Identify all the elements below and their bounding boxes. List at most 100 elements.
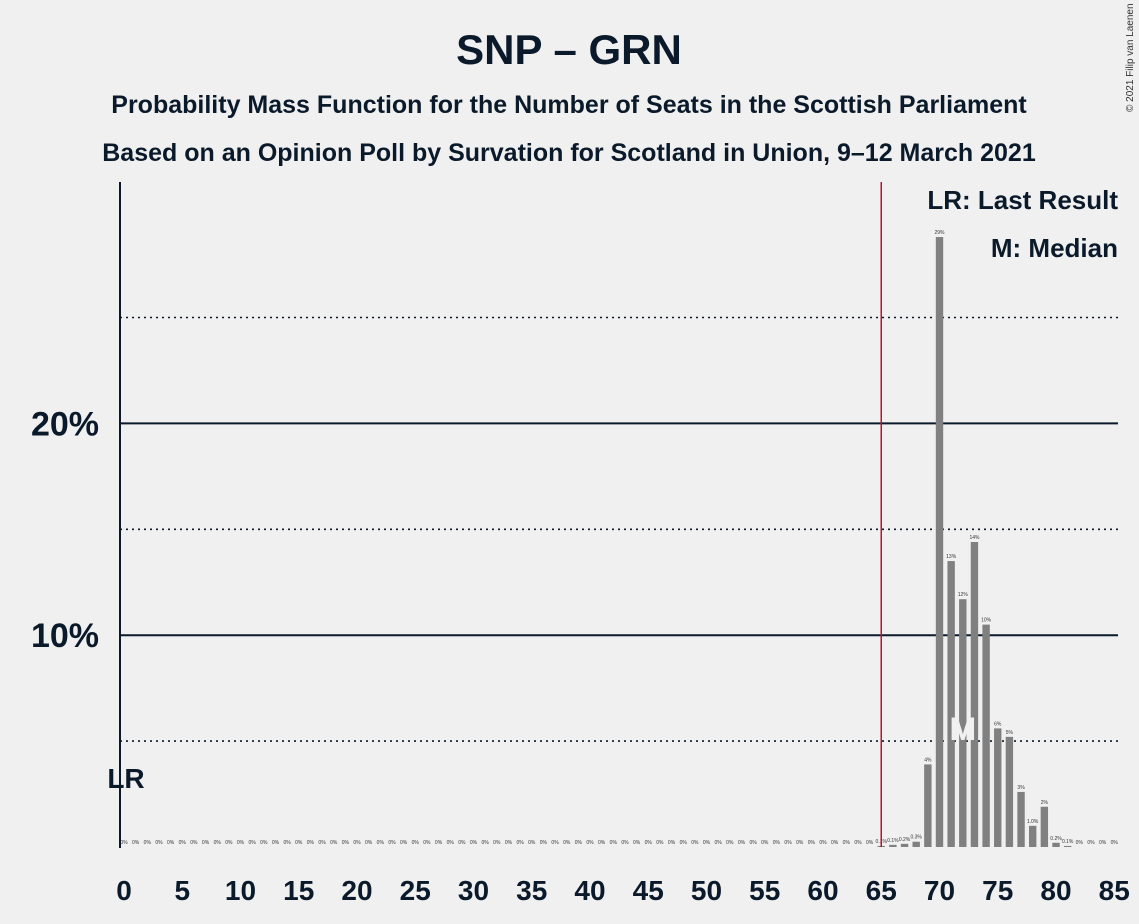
data-label: 0%: [190, 840, 198, 846]
data-label: 0%: [400, 840, 408, 846]
gridlines: [120, 316, 1118, 742]
data-label: 0%: [353, 840, 361, 846]
x-tick-label: 40: [574, 875, 605, 906]
data-label: 0%: [645, 840, 653, 846]
data-label: 0%: [167, 840, 175, 846]
data-label: 0%: [318, 840, 326, 846]
x-tick-label: 70: [924, 875, 955, 906]
data-label: 0%: [621, 840, 629, 846]
bar: [900, 843, 909, 847]
bar: [970, 542, 979, 847]
x-tick-label: 35: [516, 875, 547, 906]
bar: [924, 764, 932, 847]
data-label: 0%: [179, 840, 187, 846]
bar: [982, 624, 990, 847]
data-label: 0%: [447, 840, 455, 846]
data-label: 14%: [969, 535, 980, 541]
data-label: 0%: [866, 840, 874, 846]
data-label: 0%: [365, 840, 373, 846]
bar: [1017, 791, 1025, 847]
data-label: 13%: [946, 554, 957, 560]
data-label: 0%: [726, 840, 734, 846]
data-label: 0%: [493, 840, 501, 846]
data-label: 0%: [749, 840, 757, 846]
bar: [1052, 842, 1060, 847]
data-label: 0%: [458, 840, 466, 846]
copyright-note: © 2021 Filip van Laenen: [1125, 3, 1136, 112]
data-label: 0%: [237, 840, 245, 846]
data-label: 0%: [283, 840, 291, 846]
data-label: 0%: [796, 840, 804, 846]
data-label: 0%: [423, 840, 431, 846]
data-label: 0%: [435, 840, 443, 846]
data-label: 0%: [528, 840, 536, 846]
data-label: 0%: [843, 840, 851, 846]
data-label: 0%: [132, 840, 140, 846]
y-tick-label: 10%: [31, 617, 99, 655]
median-marker: M: [949, 711, 976, 747]
data-label: 0.2%: [1050, 836, 1062, 842]
x-tick-label: 5: [174, 875, 190, 906]
data-label: 0%: [155, 840, 163, 846]
x-tick-label: 25: [400, 875, 431, 906]
data-label: 0%: [412, 840, 420, 846]
data-label: 0%: [575, 840, 583, 846]
data-label: 0.1%: [1062, 839, 1074, 845]
chart-subtitle-2: Based on an Opinion Poll by Survation fo…: [102, 139, 1036, 167]
x-tick-label: 50: [691, 875, 722, 906]
x-tick-label: 55: [749, 875, 780, 906]
x-tick-label: 10: [225, 875, 256, 906]
data-label: 0%: [1076, 840, 1084, 846]
x-tick-label: 75: [982, 875, 1013, 906]
last-result-label: LR: [107, 763, 144, 794]
data-label: 0%: [482, 840, 490, 846]
data-label: 0%: [214, 840, 222, 846]
data-label: 0%: [819, 840, 827, 846]
data-label: 0%: [202, 840, 210, 846]
data-label: 0%: [516, 840, 524, 846]
x-tick-label: 0: [116, 875, 132, 906]
bar: [959, 599, 967, 847]
data-label: 0%: [703, 840, 711, 846]
data-label: 6%: [994, 721, 1002, 727]
data-label: 0%: [342, 840, 350, 846]
data-label: 0%: [773, 840, 781, 846]
data-label: 0%: [738, 840, 746, 846]
data-label: 0%: [249, 840, 257, 846]
data-label: 0%: [831, 840, 839, 846]
data-label: 0%: [1099, 840, 1107, 846]
data-label: 0%: [551, 840, 559, 846]
data-label: 0%: [307, 840, 315, 846]
x-tick-label: 15: [283, 875, 314, 906]
data-label: 4%: [924, 757, 932, 763]
data-label: 0%: [505, 840, 513, 846]
bar: [935, 237, 944, 848]
data-label: 0%: [680, 840, 688, 846]
data-label: 0%: [691, 840, 699, 846]
data-label: 0%: [854, 840, 862, 846]
data-label: 0%: [808, 840, 816, 846]
data-label: 0%: [610, 840, 618, 846]
data-label: 0%: [598, 840, 606, 846]
bar: [947, 561, 955, 847]
bar: [1029, 825, 1037, 847]
bar: [1040, 806, 1049, 847]
x-tick-label: 45: [633, 875, 664, 906]
legend-last-result: LR: Last Result: [927, 185, 1118, 215]
data-label: 0%: [784, 840, 792, 846]
data-label: 0%: [120, 840, 128, 846]
data-label: 0%: [388, 840, 396, 846]
data-labels: 0% 0% 0% 0% 0% 0% 0% 0% 0% 0% 0% 0% 0% 0% 0% 0% 0% 0% 0% 0%…: [120, 230, 1118, 846]
y-tick-label: 20%: [31, 405, 99, 443]
data-label: 0.3%: [910, 835, 922, 841]
x-tick-label: 80: [1040, 875, 1071, 906]
data-label: 0%: [668, 840, 676, 846]
data-label: 0%: [272, 840, 280, 846]
data-label: 10%: [981, 618, 992, 624]
data-label: 29%: [934, 230, 945, 236]
data-label: 0%: [330, 840, 338, 846]
bar: [1005, 736, 1014, 847]
data-label: 0.2%: [899, 837, 911, 843]
legend-median: M: Median: [991, 233, 1118, 263]
data-label: 0%: [656, 840, 664, 846]
